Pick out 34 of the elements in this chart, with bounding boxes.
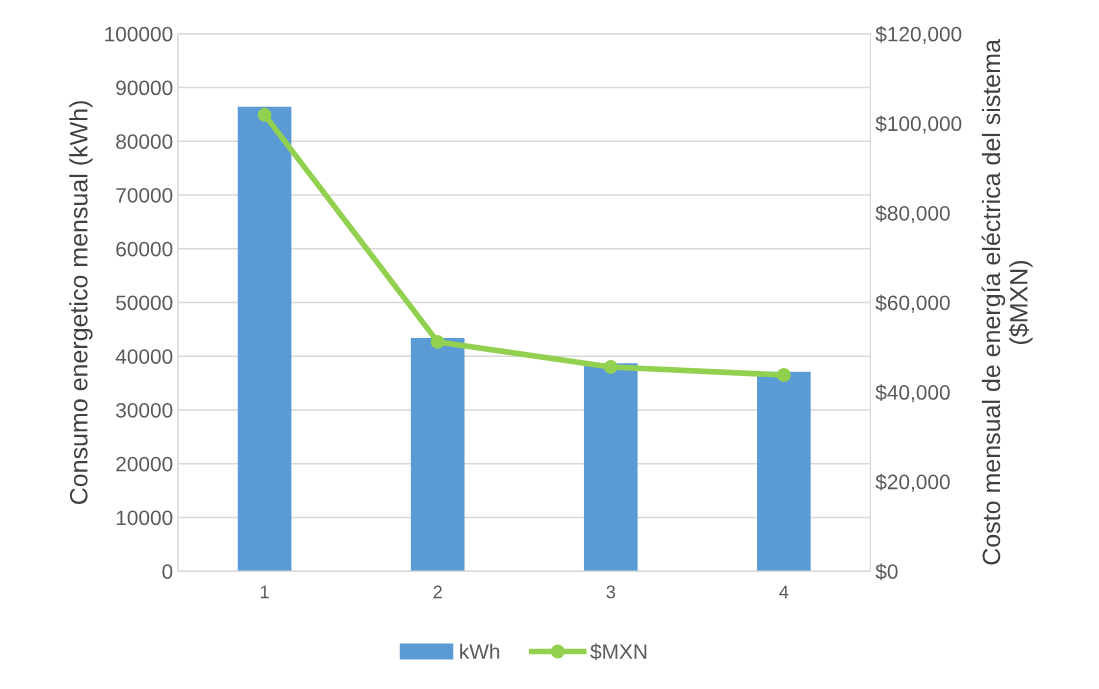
y-tick-label: 70000 [116,187,173,203]
bar [757,371,811,572]
point [603,360,618,374]
y2-tick-label: $120,000 [875,25,962,44]
legend-label: kWh [460,643,500,659]
legend-label: $MXN [590,643,647,661]
y-tick-label: 10000 [116,510,173,526]
y2-tick-label: $60,000 [875,294,950,313]
y-tick-label: 100000 [105,26,173,42]
y2-tick-label: $20,000 [875,473,950,492]
bar [237,106,292,572]
y-tick-label: 0 [162,564,173,579]
bar [410,337,465,572]
point [257,107,272,122]
y2-tick-label: $40,000 [875,384,950,403]
y2-tick-label: $0 [875,563,898,581]
y2-tick-label: $80,000 [875,205,950,224]
point [430,334,445,349]
bar [583,363,638,572]
y-axis-title: Consumo energetico mensual (kWh) [69,101,93,505]
x-tick-label: 1 [260,585,269,599]
point [776,368,791,382]
y2-axis-title: Costo mensual de energía eléctrica del sistema ($MXN) [981,39,1033,565]
y-tick-label: 80000 [116,134,173,149]
y2-tick-label: $100,000 [875,115,962,134]
y-tick-label: 90000 [116,80,173,96]
y-tick-label: 30000 [116,402,173,418]
y-tick-label: 20000 [116,456,173,472]
x-tick-label: 3 [606,585,615,599]
y-tick-label: 40000 [115,349,173,364]
y-tick-label: 50000 [116,295,173,311]
x-tick-label: 2 [433,585,442,599]
x-tick-label: 4 [779,585,789,599]
y-tick-label: 60000 [116,241,173,257]
